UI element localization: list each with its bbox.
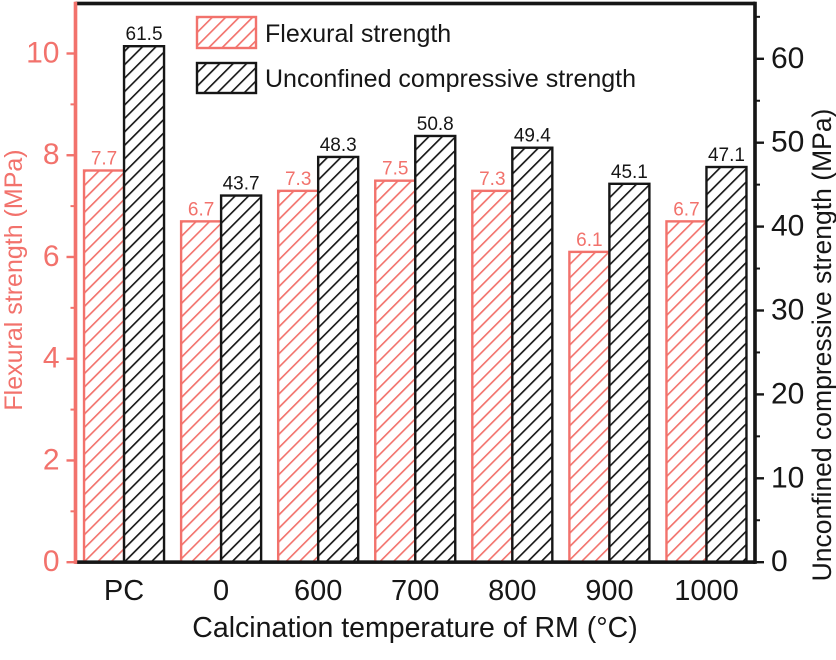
svg-text:2: 2	[43, 443, 60, 476]
svg-text:0: 0	[213, 575, 229, 607]
svg-text:4: 4	[43, 342, 60, 375]
svg-text:6.7: 6.7	[673, 199, 699, 220]
svg-text:7.5: 7.5	[382, 159, 408, 180]
svg-text:49.4: 49.4	[514, 126, 551, 147]
svg-text:Unconfined compressive strengt: Unconfined compressive strength (MPa)	[807, 109, 836, 582]
svg-text:10: 10	[26, 37, 59, 70]
svg-text:7.3: 7.3	[479, 169, 505, 190]
svg-text:6: 6	[43, 240, 60, 273]
svg-text:800: 800	[488, 575, 536, 607]
svg-text:60: 60	[771, 42, 804, 75]
svg-text:0: 0	[43, 545, 60, 578]
svg-text:600: 600	[294, 575, 342, 607]
svg-text:61.5: 61.5	[126, 24, 163, 45]
svg-text:6.7: 6.7	[188, 199, 214, 220]
svg-text:7.3: 7.3	[285, 169, 311, 190]
svg-text:1000: 1000	[674, 575, 739, 607]
svg-text:48.3: 48.3	[320, 135, 357, 156]
svg-text:Flexural strength (MPa): Flexural strength (MPa)	[0, 149, 28, 410]
svg-text:900: 900	[585, 575, 633, 607]
svg-text:47.1: 47.1	[708, 145, 745, 166]
svg-text:45.1: 45.1	[611, 162, 648, 183]
svg-text:50.8: 50.8	[417, 114, 454, 135]
svg-text:7.7: 7.7	[91, 149, 117, 170]
svg-text:Unconfined compressive strengt: Unconfined compressive strength	[265, 65, 636, 93]
svg-text:20: 20	[771, 377, 804, 410]
svg-text:50: 50	[771, 126, 804, 159]
svg-text:43.7: 43.7	[223, 174, 260, 195]
svg-text:30: 30	[771, 293, 804, 326]
svg-text:Flexural strength: Flexural strength	[265, 20, 451, 48]
svg-text:6.1: 6.1	[576, 230, 602, 251]
svg-text:0: 0	[771, 545, 788, 578]
svg-text:700: 700	[391, 575, 439, 607]
svg-text:8: 8	[43, 138, 60, 171]
svg-text:10: 10	[771, 461, 804, 494]
svg-text:PC: PC	[104, 575, 144, 607]
svg-text:40: 40	[771, 210, 804, 243]
svg-text:Calcination temperature of RM: Calcination temperature of RM (°C)	[192, 612, 637, 644]
